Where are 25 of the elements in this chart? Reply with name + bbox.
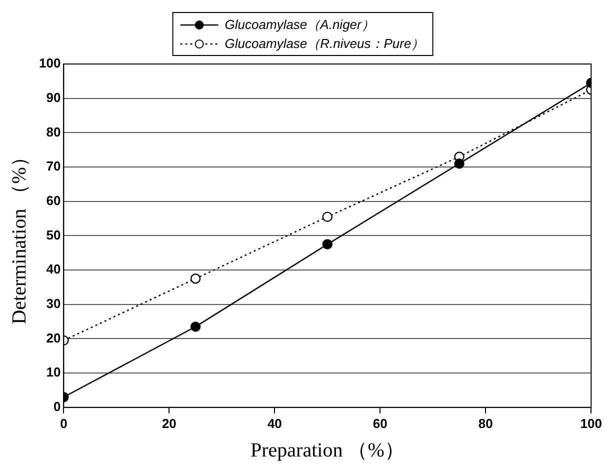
x-tick-label: 40 xyxy=(267,416,282,431)
point xyxy=(322,212,333,222)
y-tick-label: 10 xyxy=(46,364,61,380)
legend-label: Glucoamylase（R.niveus：Pure） xyxy=(224,34,424,52)
y-axis-title: Determination （%） xyxy=(8,147,30,324)
point xyxy=(454,158,464,169)
x-tick-label: 100 xyxy=(580,416,602,431)
y-tick-label: 20 xyxy=(46,330,61,346)
y-tick-label: 70 xyxy=(46,158,61,174)
point xyxy=(322,239,333,250)
x-tick-label: 80 xyxy=(478,416,493,431)
y-tick-label: 50 xyxy=(46,227,61,242)
point xyxy=(190,322,201,332)
y-tick-label: 90 xyxy=(46,90,61,105)
y-tick-label: 30 xyxy=(46,296,61,311)
y-tick-label: 40 xyxy=(46,262,61,277)
y-tick-label: 80 xyxy=(46,124,61,140)
y-tick-label: 0 xyxy=(53,398,61,414)
y-tick-label: 60 xyxy=(46,192,61,208)
x-axis-title: Preparation （%） xyxy=(250,439,404,462)
x-tick-label: 60 xyxy=(372,416,388,431)
point xyxy=(190,274,201,284)
legend-label: Glucoamylase（A.niger） xyxy=(224,16,374,34)
x-tick-label: 20 xyxy=(162,416,176,431)
y-tick-label: 100 xyxy=(38,56,61,71)
